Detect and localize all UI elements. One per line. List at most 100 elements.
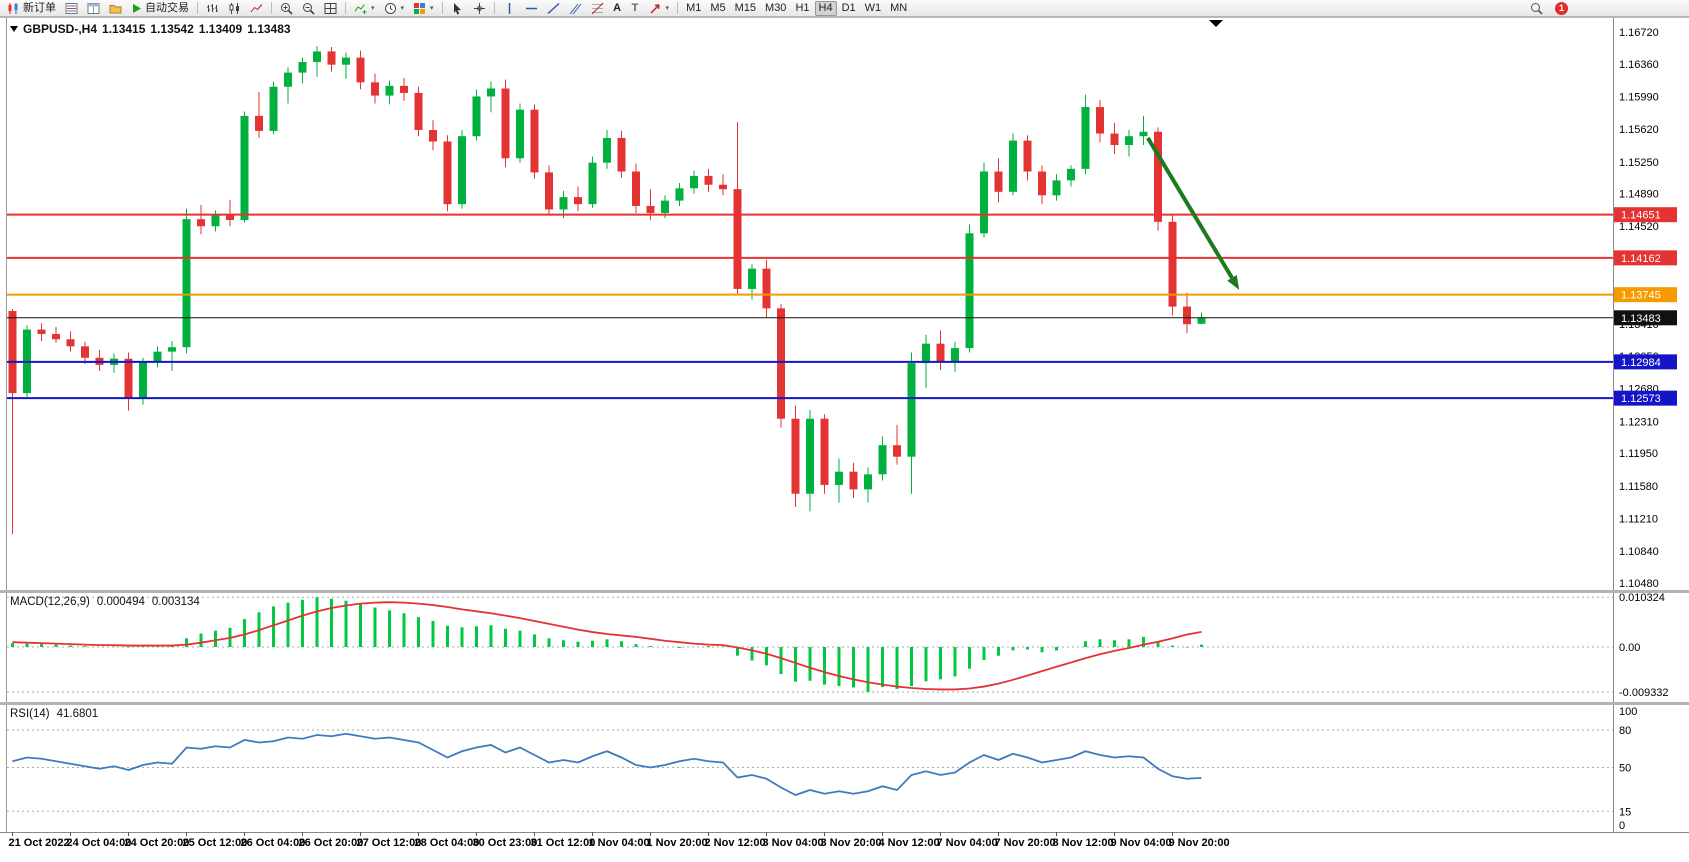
svg-text:27 Oct 12:00: 27 Oct 12:00: [357, 837, 422, 849]
timeframe-d1-button[interactable]: D1: [841, 2, 856, 14]
text-tool-button[interactable]: A: [609, 1, 626, 16]
templates-button[interactable]: ▾: [409, 1, 438, 16]
periods-button[interactable]: ▾: [380, 1, 409, 16]
svg-text:1.12310: 1.12310: [1619, 416, 1659, 428]
svg-text:24 Oct 20:00: 24 Oct 20:00: [125, 837, 190, 849]
svg-text:1.15250: 1.15250: [1619, 157, 1659, 169]
svg-text:28 Oct 04:00: 28 Oct 04:00: [415, 837, 480, 849]
svg-text:30 Oct 23:00: 30 Oct 23:00: [473, 837, 538, 849]
periods-clock-icon: [384, 2, 396, 14]
svg-text:9 Nov 20:00: 9 Nov 20:00: [1169, 837, 1230, 849]
rsi-value: 41.6801: [56, 708, 99, 720]
chevron-down-icon: ▾: [665, 5, 670, 12]
svg-text:1.15990: 1.15990: [1619, 91, 1659, 103]
fibonacci-icon: [591, 2, 603, 14]
cursor-icon: [453, 2, 461, 14]
line-chart-icon: [250, 3, 263, 12]
autotrading-play-icon: [133, 3, 141, 13]
timeframe-h1-button[interactable]: H1: [795, 2, 810, 14]
autotrading-label: 自动交易: [145, 1, 189, 14]
arrows-tool-button[interactable]: ▾: [645, 1, 674, 16]
svg-text:1 Nov 20:00: 1 Nov 20:00: [647, 837, 708, 849]
text-tool-label: A: [613, 1, 622, 14]
timeframe-m5-button[interactable]: M5: [710, 2, 726, 14]
svg-text:1.12573: 1.12573: [1621, 393, 1661, 405]
svg-text:1.13745: 1.13745: [1621, 290, 1661, 302]
svg-text:7 Nov 20:00: 7 Nov 20:00: [995, 837, 1056, 849]
horizontal-lines-layer[interactable]: [7, 213, 1613, 400]
macd-main-value: 0.000494: [96, 596, 145, 608]
svg-text:0.00: 0.00: [1619, 642, 1640, 654]
quote-open: 1.13415: [102, 22, 146, 36]
search-button[interactable]: [1526, 1, 1547, 16]
timeframe-m1-button[interactable]: M1: [686, 2, 702, 14]
data-window-button[interactable]: [83, 1, 104, 16]
timeframe-mn-button[interactable]: MN: [890, 2, 908, 14]
svg-text:0: 0: [1619, 820, 1625, 832]
timeframe-m30-button[interactable]: M30: [765, 2, 787, 14]
tile-windows-icon: [324, 2, 337, 14]
svg-text:1.14520: 1.14520: [1619, 221, 1659, 233]
toolbar-right-group: 1: [1526, 1, 1568, 16]
trend-arrow-annotation[interactable]: [1146, 136, 1240, 290]
svg-text:3 Nov 04:00: 3 Nov 04:00: [763, 837, 824, 849]
zoom-out-icon: [303, 2, 315, 15]
autotrading-button[interactable]: 自动交易: [127, 1, 193, 16]
svg-text:1.14890: 1.14890: [1619, 189, 1659, 201]
svg-text:9 Nov 04:00: 9 Nov 04:00: [1111, 837, 1172, 849]
vertical-line-button[interactable]: [499, 1, 520, 16]
indicators-button[interactable]: ▾: [350, 1, 379, 16]
rsi-indicator-label: RSI(14) 41.6801: [10, 708, 98, 720]
crosshair-icon: [473, 2, 485, 14]
svg-text:1.13483: 1.13483: [1621, 313, 1661, 325]
timeframe-w1-button[interactable]: W1: [864, 2, 882, 14]
svg-text:8 Nov 12:00: 8 Nov 12:00: [1053, 837, 1114, 849]
zoom-in-button[interactable]: [276, 1, 297, 16]
svg-text:1.16360: 1.16360: [1619, 59, 1659, 71]
new-order-button[interactable]: 新订单: [3, 1, 60, 16]
bar-chart-button[interactable]: [202, 1, 223, 16]
tile-windows-button[interactable]: [320, 1, 341, 16]
timeframe-h4-button[interactable]: H4: [814, 0, 837, 16]
timeframe-m15-button[interactable]: M15: [734, 2, 757, 14]
symbol-quote-bar: GBPUSD-,H4 1.13415 1.13542 1.13409 1.134…: [10, 22, 291, 36]
toolbar: 新订单 自动交易 ▾ ▾ ▾: [0, 0, 1689, 17]
one-click-toggle-icon[interactable]: [10, 26, 18, 32]
channel-icon: [569, 3, 581, 14]
trendline-button[interactable]: [543, 1, 564, 16]
navigator-button[interactable]: [105, 1, 126, 16]
chevron-down-icon: ▾: [371, 5, 375, 12]
svg-text:1.11210: 1.11210: [1619, 513, 1658, 525]
arrows-tool-icon: [650, 3, 660, 13]
quote-close: 1.13483: [247, 22, 291, 36]
market-watch-icon: [65, 2, 78, 14]
label-tool-button[interactable]: T: [627, 1, 644, 16]
macd-indicator-label: MACD(12,26,9) 0.000494 0.003134: [10, 596, 200, 608]
svg-text:1.15620: 1.15620: [1619, 124, 1659, 136]
svg-text:1.10840: 1.10840: [1619, 546, 1659, 558]
chevron-down-icon: ▾: [400, 5, 405, 12]
crosshair-button[interactable]: [469, 1, 490, 16]
line-chart-button[interactable]: [246, 1, 267, 16]
toolbar-separator: [197, 2, 198, 14]
chevron-down-icon: ▾: [430, 5, 434, 12]
candlestick-chart-button[interactable]: [224, 1, 245, 16]
svg-text:7 Nov 04:00: 7 Nov 04:00: [937, 837, 998, 849]
notification-badge[interactable]: 1: [1555, 1, 1568, 15]
zoom-out-button[interactable]: [298, 1, 319, 16]
fibonacci-button[interactable]: [587, 1, 608, 16]
chart-shift-marker[interactable]: [1209, 20, 1223, 27]
horizontal-line-button[interactable]: [521, 1, 542, 16]
svg-text:1.11950: 1.11950: [1619, 448, 1658, 460]
svg-text:31 Oct 12:00: 31 Oct 12:00: [531, 837, 596, 849]
channel-button[interactable]: [565, 1, 586, 16]
cursor-button[interactable]: [447, 1, 468, 16]
timeframe-group: M1 M5 M15 M30 H1 H4 D1 W1 MN: [682, 0, 911, 16]
templates-icon: [414, 2, 426, 14]
market-watch-button[interactable]: [61, 1, 82, 16]
toolbar-separator: [493, 2, 495, 14]
quote-high: 1.13542: [150, 22, 194, 36]
